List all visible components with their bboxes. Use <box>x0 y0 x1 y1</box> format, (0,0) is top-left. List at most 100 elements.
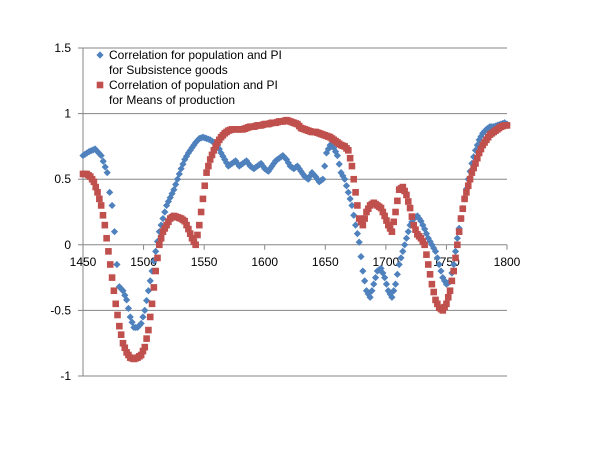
data-point <box>137 319 145 328</box>
data-point <box>412 226 419 234</box>
data-point <box>361 277 369 285</box>
data-point <box>468 169 476 176</box>
axes <box>78 47 508 377</box>
data-point <box>450 267 457 275</box>
series-1 <box>79 119 511 332</box>
data-point <box>439 274 447 282</box>
data-point <box>112 300 120 308</box>
data-point <box>450 260 458 269</box>
data-point <box>97 151 105 160</box>
data-point <box>212 143 219 150</box>
data-point <box>154 254 161 262</box>
data-point <box>110 287 118 295</box>
data-point <box>342 182 351 190</box>
data-point <box>448 277 456 285</box>
data-point <box>346 195 354 203</box>
data-point <box>308 169 316 177</box>
series-2 <box>79 116 511 363</box>
data-point <box>330 144 338 152</box>
data-point <box>381 212 388 220</box>
y-tick-label: 1.5 <box>54 41 71 55</box>
data-point <box>116 322 123 330</box>
x-tick-labels: 1450 1500 1550 1600 1650 1700 1750 1800 <box>70 255 521 269</box>
data-point <box>144 287 153 295</box>
data-point <box>391 280 400 288</box>
data-point <box>143 335 150 342</box>
data-point <box>101 221 109 229</box>
data-point <box>453 234 461 242</box>
data-point <box>388 228 396 235</box>
legend-marker-diamond <box>96 51 104 59</box>
legend-label: for Subsistence goods <box>109 63 228 77</box>
data-point <box>433 254 441 262</box>
data-point <box>345 147 352 154</box>
data-point <box>135 321 143 330</box>
data-point <box>310 171 318 179</box>
data-point <box>101 163 109 171</box>
data-point <box>319 175 327 183</box>
data-point <box>143 296 151 305</box>
data-point <box>421 241 428 249</box>
data-point <box>382 280 391 288</box>
data-point <box>114 311 121 319</box>
data-point <box>322 149 331 157</box>
data-point <box>399 183 407 191</box>
data-point <box>279 151 287 160</box>
data-point <box>99 211 107 219</box>
data-point <box>352 189 359 196</box>
data-point <box>210 147 218 154</box>
data-point <box>452 254 459 262</box>
data-point <box>397 254 405 262</box>
data-point <box>117 331 125 338</box>
plot-area <box>79 116 511 363</box>
data-point <box>350 175 358 183</box>
data-point <box>344 188 352 196</box>
data-point <box>431 247 440 255</box>
data-point <box>359 267 367 275</box>
data-point <box>432 296 439 304</box>
data-point <box>402 234 411 242</box>
data-point <box>186 230 194 237</box>
data-point <box>413 212 421 220</box>
data-point <box>139 347 147 355</box>
data-point <box>403 191 410 199</box>
data-point <box>206 156 214 163</box>
data-point <box>348 201 356 210</box>
data-point <box>470 164 477 172</box>
data-point <box>333 151 341 160</box>
data-point <box>399 247 407 255</box>
x-tick-label: 1450 <box>70 255 97 269</box>
data-point <box>306 172 314 180</box>
data-point <box>361 215 368 222</box>
data-point <box>406 204 414 212</box>
data-point <box>108 274 116 281</box>
data-point <box>121 344 129 352</box>
data-point <box>99 157 107 165</box>
data-point <box>97 202 105 209</box>
y-tick-labels: -1 -0.5 0 0.5 1 1.5 <box>50 41 71 383</box>
data-point <box>404 228 412 236</box>
data-point <box>392 208 399 216</box>
data-point <box>348 162 356 170</box>
data-point <box>146 313 154 321</box>
data-point <box>208 151 216 159</box>
data-point <box>139 313 147 321</box>
data-point <box>394 197 401 205</box>
data-point <box>430 288 438 296</box>
data-point <box>103 169 111 177</box>
data-point <box>181 217 189 225</box>
x-tick-label: 1650 <box>312 255 339 269</box>
data-point <box>119 339 127 347</box>
data-point <box>346 154 354 162</box>
data-point <box>366 293 374 301</box>
data-point <box>354 202 361 209</box>
data-point <box>443 300 450 308</box>
x-tick-label: 1700 <box>373 255 400 269</box>
data-point <box>106 261 114 268</box>
data-point <box>401 187 408 195</box>
data-point <box>426 271 434 278</box>
data-point <box>357 253 365 261</box>
data-point <box>110 228 119 236</box>
